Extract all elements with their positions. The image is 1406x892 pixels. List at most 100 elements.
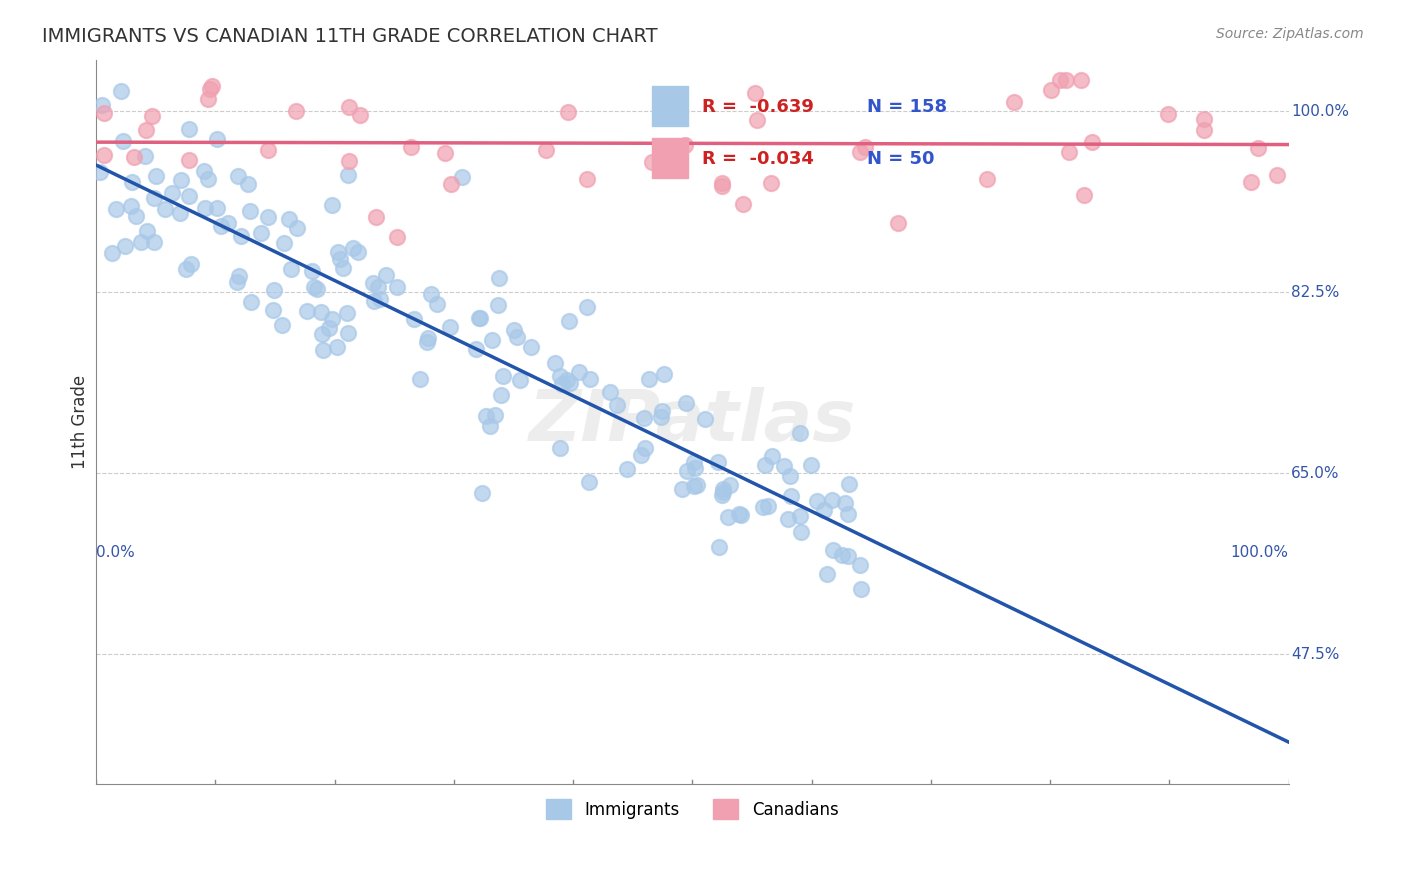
Point — [177, 153, 200, 168]
Point — [143, 235, 166, 249]
Point — [848, 145, 870, 160]
Point — [101, 246, 124, 260]
Point — [153, 202, 176, 217]
Point — [387, 230, 409, 244]
Point — [368, 292, 391, 306]
Point — [342, 241, 364, 255]
Point — [326, 340, 349, 354]
Text: 100.0%: 100.0% — [1291, 103, 1348, 119]
Point — [198, 82, 221, 96]
Point — [135, 224, 157, 238]
Point — [730, 508, 752, 523]
Point — [121, 175, 143, 189]
Point — [329, 252, 352, 266]
Point — [548, 368, 571, 383]
Point — [332, 261, 354, 276]
Text: Source: ZipAtlas.com: Source: ZipAtlas.com — [1216, 27, 1364, 41]
Point — [731, 197, 754, 211]
Point — [544, 356, 567, 370]
Point — [675, 137, 697, 152]
Point — [273, 236, 295, 251]
Text: ZIPatlas: ZIPatlas — [529, 387, 856, 456]
Point — [89, 164, 111, 178]
Point — [752, 500, 775, 515]
Point — [576, 172, 599, 186]
Point — [579, 372, 602, 386]
Point — [1240, 175, 1263, 189]
Point — [301, 263, 323, 277]
Point — [506, 330, 529, 344]
Point — [257, 143, 280, 157]
Point — [399, 140, 422, 154]
Text: 0.0%: 0.0% — [96, 545, 135, 560]
Point — [551, 377, 574, 392]
Point — [488, 271, 510, 285]
Point — [1049, 73, 1071, 87]
Point — [711, 488, 734, 502]
Point — [295, 303, 318, 318]
Point — [471, 485, 494, 500]
Point — [337, 326, 360, 340]
Point — [675, 464, 697, 478]
Point — [129, 235, 152, 249]
Point — [481, 333, 503, 347]
Point — [599, 385, 621, 400]
Point — [347, 245, 370, 260]
Point — [420, 287, 443, 301]
Point — [707, 455, 730, 469]
Point — [834, 496, 856, 510]
Point — [90, 98, 112, 112]
Point — [813, 503, 835, 517]
Point — [180, 257, 202, 271]
Point — [263, 283, 285, 297]
Point — [1192, 122, 1215, 136]
Point — [174, 261, 197, 276]
Point — [837, 549, 859, 563]
Point — [509, 373, 531, 387]
Point — [387, 280, 409, 294]
Point — [651, 404, 673, 418]
Text: 65.0%: 65.0% — [1291, 466, 1340, 481]
Point — [536, 143, 558, 157]
Point — [142, 191, 165, 205]
Point — [318, 321, 340, 335]
Point — [683, 460, 706, 475]
Text: 47.5%: 47.5% — [1291, 647, 1340, 662]
Point — [503, 323, 526, 337]
Point — [756, 499, 779, 513]
Point — [125, 209, 148, 223]
Point — [887, 215, 910, 229]
Point — [270, 318, 292, 332]
Point — [652, 367, 675, 381]
Point — [170, 173, 193, 187]
Point — [280, 262, 302, 277]
Point — [650, 409, 672, 424]
Point — [197, 172, 219, 186]
Point — [416, 331, 439, 345]
Point — [779, 490, 801, 504]
Point — [492, 368, 515, 383]
Point — [576, 300, 599, 314]
Point — [606, 398, 628, 412]
Point — [197, 92, 219, 106]
Point — [141, 109, 163, 123]
Point — [675, 396, 697, 410]
Point — [311, 326, 333, 341]
Point — [475, 409, 498, 424]
Point — [790, 524, 813, 539]
Point — [837, 508, 859, 522]
Point — [568, 365, 591, 379]
Point — [747, 112, 769, 127]
Point — [634, 441, 657, 455]
Point — [761, 449, 783, 463]
Point — [416, 335, 439, 350]
Point — [135, 123, 157, 137]
Point — [278, 211, 301, 226]
Point — [145, 169, 167, 184]
Point — [239, 295, 262, 310]
Point — [337, 168, 360, 182]
Text: 100.0%: 100.0% — [1230, 545, 1289, 560]
Point — [262, 303, 284, 318]
Point — [557, 314, 579, 328]
Point — [710, 178, 733, 193]
